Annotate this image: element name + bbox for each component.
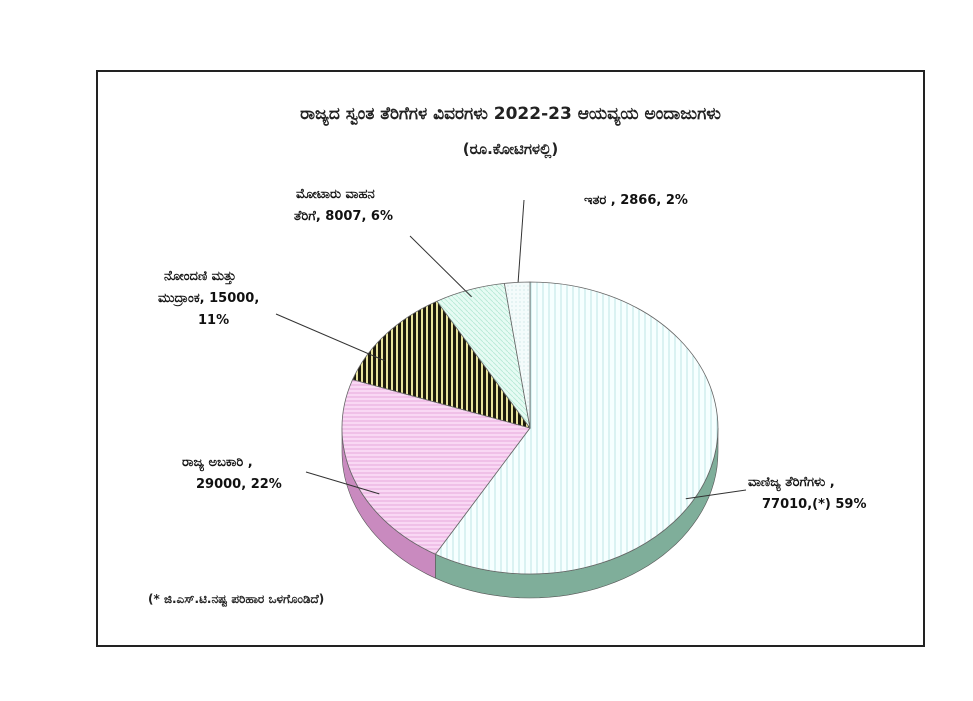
label-others: ಇತರ , 2866, 2% bbox=[584, 193, 688, 208]
label-commercial-taxes: ವಾಣಿಜ್ಯ ತೆರಿಗೆಗಳು , 77010,(*) 59% bbox=[748, 475, 867, 512]
chart-subtitle: (ರೂ.ಕೋಟಿಗಳಲ್ಲಿ) bbox=[462, 140, 559, 158]
leader-line-others bbox=[517, 199, 525, 283]
leader-lines bbox=[275, 199, 747, 500]
leader-line-state-excise bbox=[305, 471, 380, 495]
pie-chart bbox=[275, 199, 747, 599]
slice-commercial-taxes bbox=[434, 281, 719, 575]
label-motor-vehicle-tax: ಮೋಟಾರು ವಾಹನ ತೆರಿಗೆ, 8007, 6% bbox=[294, 187, 394, 224]
pie-slices bbox=[341, 281, 719, 575]
footnote: (* ಜಿ.ಎಸ್.ಟಿ.ನಷ್ಟ ಪರಿಹಾರ ಒಳಗೊಂಡಿದೆ) bbox=[148, 592, 325, 606]
label-registration-stamps: ನೋಂದಣಿ ಮತ್ತು ಮುದ್ರಾಂಕ, 15000, 11% bbox=[158, 269, 260, 328]
chart-title: ರಾಜ್ಯದ ಸ್ವಂತ ತೆರಿಗೆಗಳ ವಿವರಗಳು 2022-23 ಆಯ… bbox=[300, 104, 721, 124]
label-state-excise: ರಾಜ್ಯ ಅಬಕಾರಿ , 29000, 22% bbox=[182, 455, 282, 492]
slice-state-excise bbox=[341, 379, 531, 555]
leader-line-commercial-taxes bbox=[685, 489, 747, 500]
chart-frame: ರಾಜ್ಯದ ಸ್ವಂತ ತೆರಿಗೆಗಳ ವಿವರಗಳು 2022-23 ಆಯ… bbox=[96, 70, 925, 647]
leader-line-motor-vehicle-tax bbox=[409, 235, 472, 298]
leader-line-registration-stamps bbox=[275, 313, 385, 362]
slice-others bbox=[503, 281, 531, 429]
slice-registration-stamps bbox=[352, 300, 532, 429]
